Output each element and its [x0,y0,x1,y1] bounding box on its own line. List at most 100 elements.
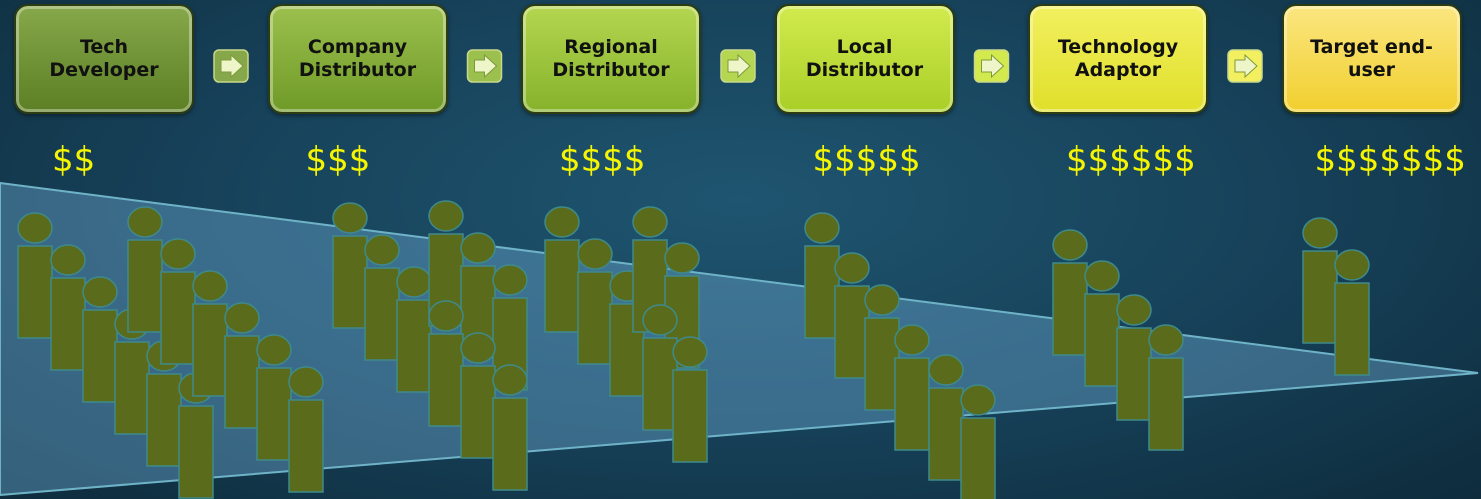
person-body [961,418,995,499]
stage-box: Company Distributor [268,4,448,114]
person [578,239,612,364]
person-head [128,207,162,237]
person-body [929,388,963,480]
person-head [333,203,367,233]
person [1149,325,1183,450]
person-body [805,246,839,338]
person-body [225,336,259,428]
person-head [665,243,699,273]
person [128,207,162,332]
person-body [161,272,195,364]
person [673,337,707,462]
background-art [0,0,1481,499]
person-head [929,355,963,385]
person-head [895,325,929,355]
person-body [83,310,117,402]
person-body [493,398,527,490]
person-body [865,318,899,410]
person [961,385,995,499]
person-head [461,333,495,363]
person [51,245,85,370]
person [461,333,495,458]
person [429,301,463,426]
person-body [1303,251,1337,343]
person-head [365,235,399,265]
person-body [365,268,399,360]
person [225,303,259,428]
person-head [18,213,52,243]
person-body [1085,294,1119,386]
person [643,305,677,430]
person-body [289,400,323,492]
person-head [1335,250,1369,280]
stage-box: Tech Developer [14,4,194,114]
person-body [545,240,579,332]
person-head [578,239,612,269]
stage-cost: $$$$$$ [1066,140,1196,180]
person-body [1335,283,1369,375]
person [18,213,52,338]
flow-arrow [468,50,502,82]
person-head [51,245,85,275]
person-body [193,304,227,396]
stage-box: Regional Distributor [521,4,701,114]
person-body [895,358,929,450]
flow-arrow [214,50,248,82]
person [835,253,869,378]
person-head [1085,261,1119,291]
person-head [961,385,995,415]
person [161,239,195,364]
person-head [545,207,579,237]
person-head [429,301,463,331]
person-body [115,342,149,434]
person-head [257,335,291,365]
person-body [18,246,52,338]
person-body [673,370,707,462]
person [545,207,579,332]
person-head [83,277,117,307]
person-body [1117,328,1151,420]
person-head [835,253,869,283]
stage-cost: $$ [52,140,95,180]
person [1117,295,1151,420]
person-head [1149,325,1183,355]
person-body [51,278,85,370]
person-body [643,338,677,430]
flow-arrow [721,50,755,82]
person [929,355,963,480]
person-body [128,240,162,332]
person-head [1117,295,1151,325]
person-body [333,236,367,328]
slide: Tech Developer $$ Company Distributor $$$ Re… [0,0,1481,499]
person [493,365,527,490]
person-body [461,366,495,458]
stage-cost: $$$ [306,140,371,180]
stage-box: Target end-user [1282,4,1462,114]
person [1303,218,1337,343]
person-body [1053,263,1087,355]
person-head [633,207,667,237]
person-head [1303,218,1337,248]
person-head [193,271,227,301]
person-body [179,406,213,498]
person [805,213,839,338]
person [1335,250,1369,375]
person-body [1149,358,1183,450]
person-body [578,272,612,364]
person [865,285,899,410]
person-head [161,239,195,269]
person [193,271,227,396]
person-head [1053,230,1087,260]
person-body [257,368,291,460]
person-head [865,285,899,315]
person-head [289,367,323,397]
flow-arrow [1228,50,1262,82]
person-head [225,303,259,333]
person-head [429,201,463,231]
person-body [429,334,463,426]
person-head [673,337,707,367]
person [83,277,117,402]
stage-box: Technology Adaptor [1028,4,1208,114]
flow-arrow [975,50,1009,82]
stage-box: Local Distributor [775,4,955,114]
